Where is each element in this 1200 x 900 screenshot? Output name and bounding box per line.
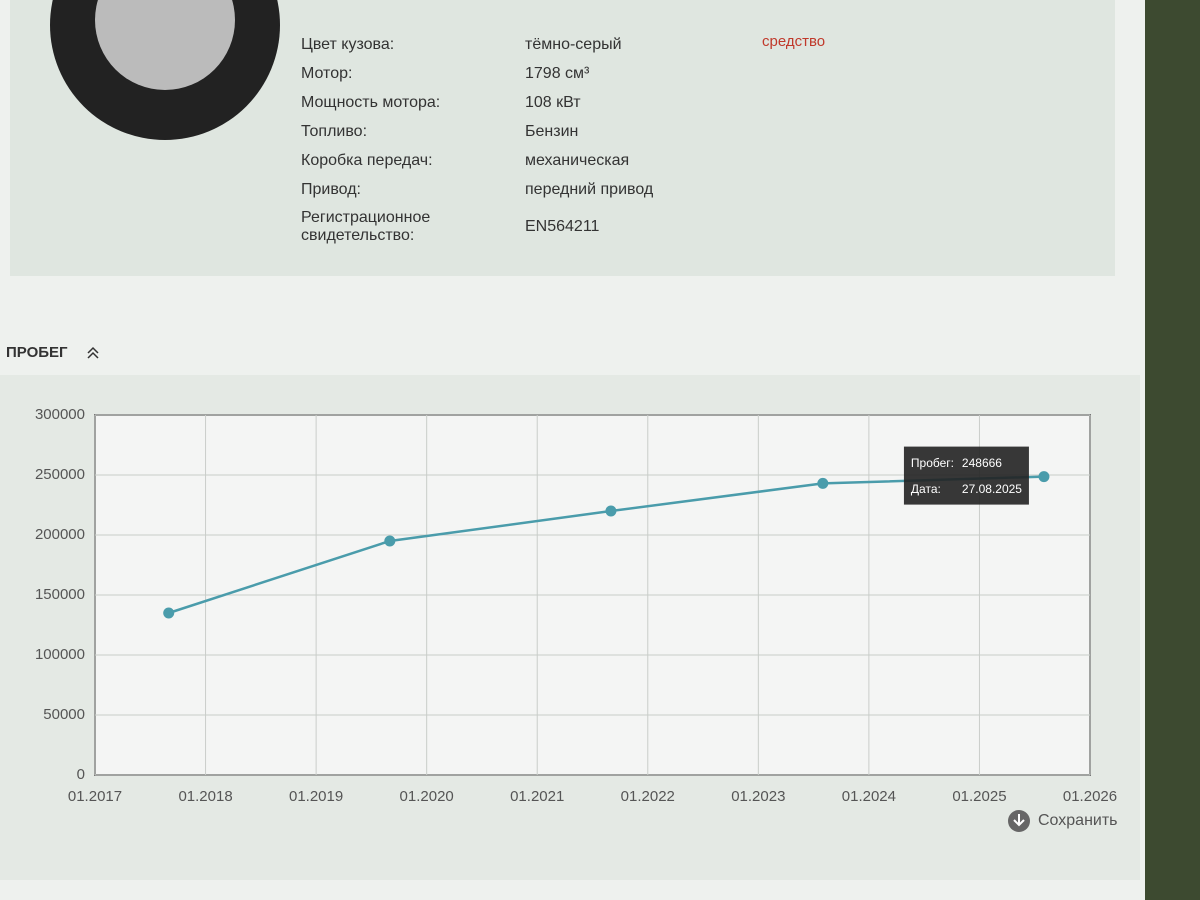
data-point bbox=[605, 505, 617, 517]
spec-label: Коробка передач: bbox=[301, 152, 433, 169]
specs-table: Цвет кузова: тёмно-серый Мотор: 1798 см³ Мощ… bbox=[301, 36, 654, 244]
x-tick-label: 01.2020 bbox=[400, 788, 454, 805]
tooltip-label: Пробег: bbox=[911, 456, 954, 470]
spec-label: Цвет кузова: bbox=[301, 36, 394, 53]
spec-value: Бензин bbox=[525, 123, 578, 140]
chart: 0 50000 100000 150000 200000 250000 300000 01.2… bbox=[35, 406, 1117, 805]
save-label[interactable]: Сохранить bbox=[1038, 812, 1118, 829]
spec-note: средство bbox=[762, 33, 825, 50]
spec-value: 108 кВт bbox=[525, 94, 581, 111]
x-tick-label: 01.2017 bbox=[68, 788, 122, 805]
x-tick-label: 01.2026 bbox=[1063, 788, 1117, 805]
x-tick-label: 01.2025 bbox=[952, 788, 1006, 805]
x-tick-label: 01.2019 bbox=[289, 788, 343, 805]
y-tick-label: 150000 bbox=[35, 586, 85, 603]
y-tick-label: 250000 bbox=[35, 466, 85, 483]
data-point bbox=[163, 607, 175, 619]
outside-edge bbox=[1145, 0, 1200, 900]
x-tick-label: 01.2024 bbox=[842, 788, 896, 805]
spec-label: Мотор: bbox=[301, 65, 352, 82]
data-point bbox=[384, 535, 396, 547]
x-tick-label: 01.2023 bbox=[731, 788, 785, 805]
x-tick-label: 01.2022 bbox=[621, 788, 675, 805]
data-point bbox=[817, 477, 829, 489]
save-button[interactable]: Сохранить bbox=[1008, 810, 1118, 832]
spec-label: Привод: bbox=[301, 181, 361, 198]
y-tick-label: 0 bbox=[77, 766, 85, 783]
tooltip-date: 27.08.2025 bbox=[962, 482, 1022, 496]
tooltip-box bbox=[903, 446, 1029, 505]
spec-value: тёмно-серый bbox=[525, 36, 622, 53]
tooltip: Пробег: 248666 Дата: 27.08.2025 bbox=[903, 446, 1029, 505]
spec-label: Мощность мотора: bbox=[301, 94, 440, 111]
y-tick-label: 100000 bbox=[35, 646, 85, 663]
spec-label: Регистрационное свидетельство: bbox=[301, 209, 430, 244]
collapse-icon[interactable] bbox=[87, 346, 99, 359]
spec-value: 1798 см³ bbox=[525, 65, 590, 82]
wheel-rim bbox=[95, 0, 235, 90]
y-tick-label: 200000 bbox=[35, 526, 85, 543]
tooltip-value: 248666 bbox=[962, 456, 1002, 470]
x-tick-label: 01.2018 bbox=[178, 788, 232, 805]
section-title: ПРОБЕГ bbox=[6, 344, 68, 361]
y-tick-label: 50000 bbox=[43, 706, 85, 723]
spec-label: Топливо: bbox=[301, 123, 367, 140]
y-tick-label: 300000 bbox=[35, 406, 85, 423]
tooltip-label: Дата: bbox=[911, 482, 941, 496]
spec-value: механическая bbox=[525, 152, 629, 169]
spec-value: EN564211 bbox=[525, 218, 600, 235]
spec-value: передний привод bbox=[525, 181, 654, 198]
data-point bbox=[1038, 471, 1050, 483]
save-arrow bbox=[1013, 814, 1025, 827]
x-tick-label: 01.2021 bbox=[510, 788, 564, 805]
